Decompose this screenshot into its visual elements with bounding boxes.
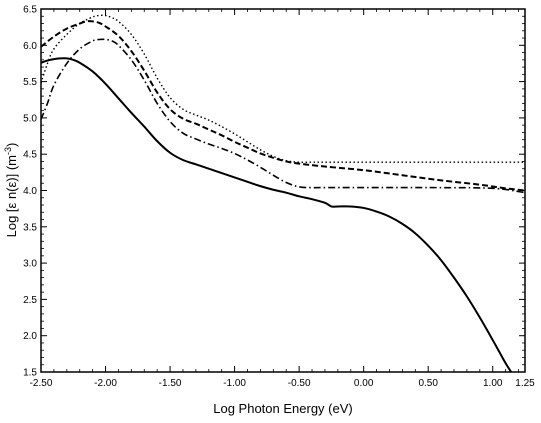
y-tick-label: 2.0 — [23, 331, 37, 342]
y-tick-label: 5.0 — [23, 113, 37, 124]
y-axis-label-main: Log [ε n(ε)] (m — [4, 155, 19, 237]
y-tick-label: 6.5 — [23, 5, 37, 16]
tick-marks — [40, 8, 526, 373]
tick-labels: -2.50 -2.00 -1.50 -1.00 -0.50 0.00 0.50 1.00 1.2… — [23, 5, 535, 390]
series-line-dashed — [41, 20, 525, 192]
x-tick-label: -1.50 — [159, 378, 182, 389]
y-tick-label: 6.0 — [23, 41, 37, 52]
y-tick-label: 2.5 — [23, 295, 37, 306]
x-tick-label: -0.50 — [288, 378, 311, 389]
y-tick-label: 3.0 — [23, 259, 37, 270]
series-line-dash-dot — [41, 38, 525, 194]
y-tick-label: 4.0 — [23, 186, 37, 197]
y-axis-label-sup: -3 — [3, 147, 13, 155]
x-tick-label: 1.00 — [483, 378, 503, 389]
x-tick-label: -1.00 — [223, 378, 246, 389]
x-tick-label: -2.50 — [30, 378, 53, 389]
y-tick-label: 1.5 — [23, 368, 37, 379]
x-tick-label: -2.00 — [94, 378, 117, 389]
series-line-dotted — [41, 14, 525, 163]
x-tick-label: 0.00 — [354, 378, 374, 389]
y-axis-label: Log [ε n(ε)] (m-3) — [3, 143, 19, 238]
x-tick-label: 1.25 — [515, 378, 535, 389]
y-tick-label: 4.5 — [23, 150, 37, 161]
series-layer — [41, 14, 525, 372]
x-tick-label: 0.50 — [418, 378, 438, 389]
y-tick-label: 5.5 — [23, 77, 37, 88]
x-axis-label: Log Photon Energy (eV) — [213, 401, 352, 416]
y-axis-label-close: ) — [4, 143, 19, 147]
plot-frame — [40, 8, 526, 373]
series-line-solid — [41, 57, 513, 372]
y-tick-label: 3.5 — [23, 222, 37, 233]
